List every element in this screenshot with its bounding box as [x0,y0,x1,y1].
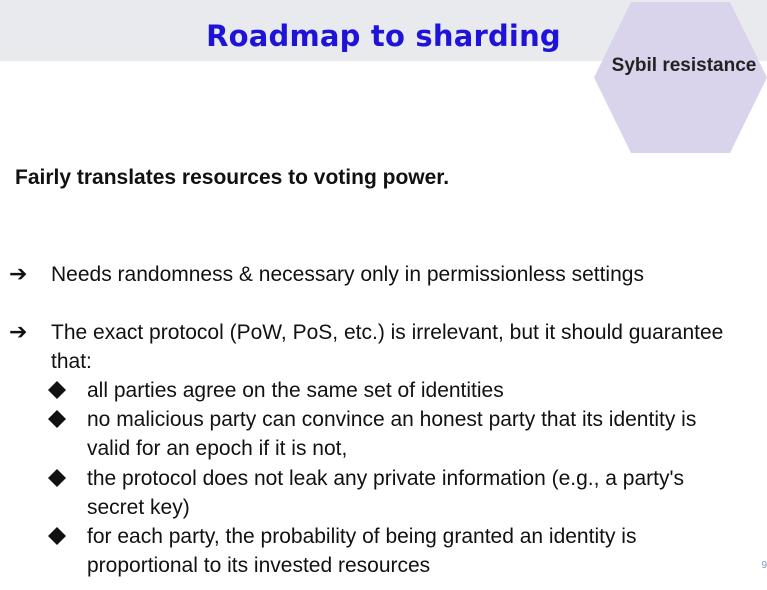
slide-subtitle: Fairly translates resources to voting po… [15,166,450,189]
hexagon-shape [594,2,767,153]
diamond-bullet-icon [48,381,66,399]
point-text: Needs randomness & necessary only in per… [51,263,644,286]
arrow-bullet-icon: ➔ [9,319,28,344]
sub-point-text: all parties agree on the same set of ide… [87,379,504,402]
diamond-bullet-icon [48,469,66,487]
point-text: The exact protocol (PoW, PoS, etc.) is i… [51,321,724,373]
slide-title: Roadmap to sharding [206,19,561,53]
sub-point-text: the protocol does not leak any private i… [87,467,685,519]
sub-point-text: for each party, the probability of being… [87,525,637,577]
sybil-resistance-hexagon [594,2,767,153]
page-number: 9 [761,560,767,571]
diamond-bullet-icon [48,527,66,545]
hexagon-label: Sybil resistance [611,55,757,76]
arrow-bullet-icon: ➔ [9,261,28,286]
sub-point-text: no malicious party can convince an hones… [87,408,697,460]
diamond-bullet-icon [48,410,66,428]
